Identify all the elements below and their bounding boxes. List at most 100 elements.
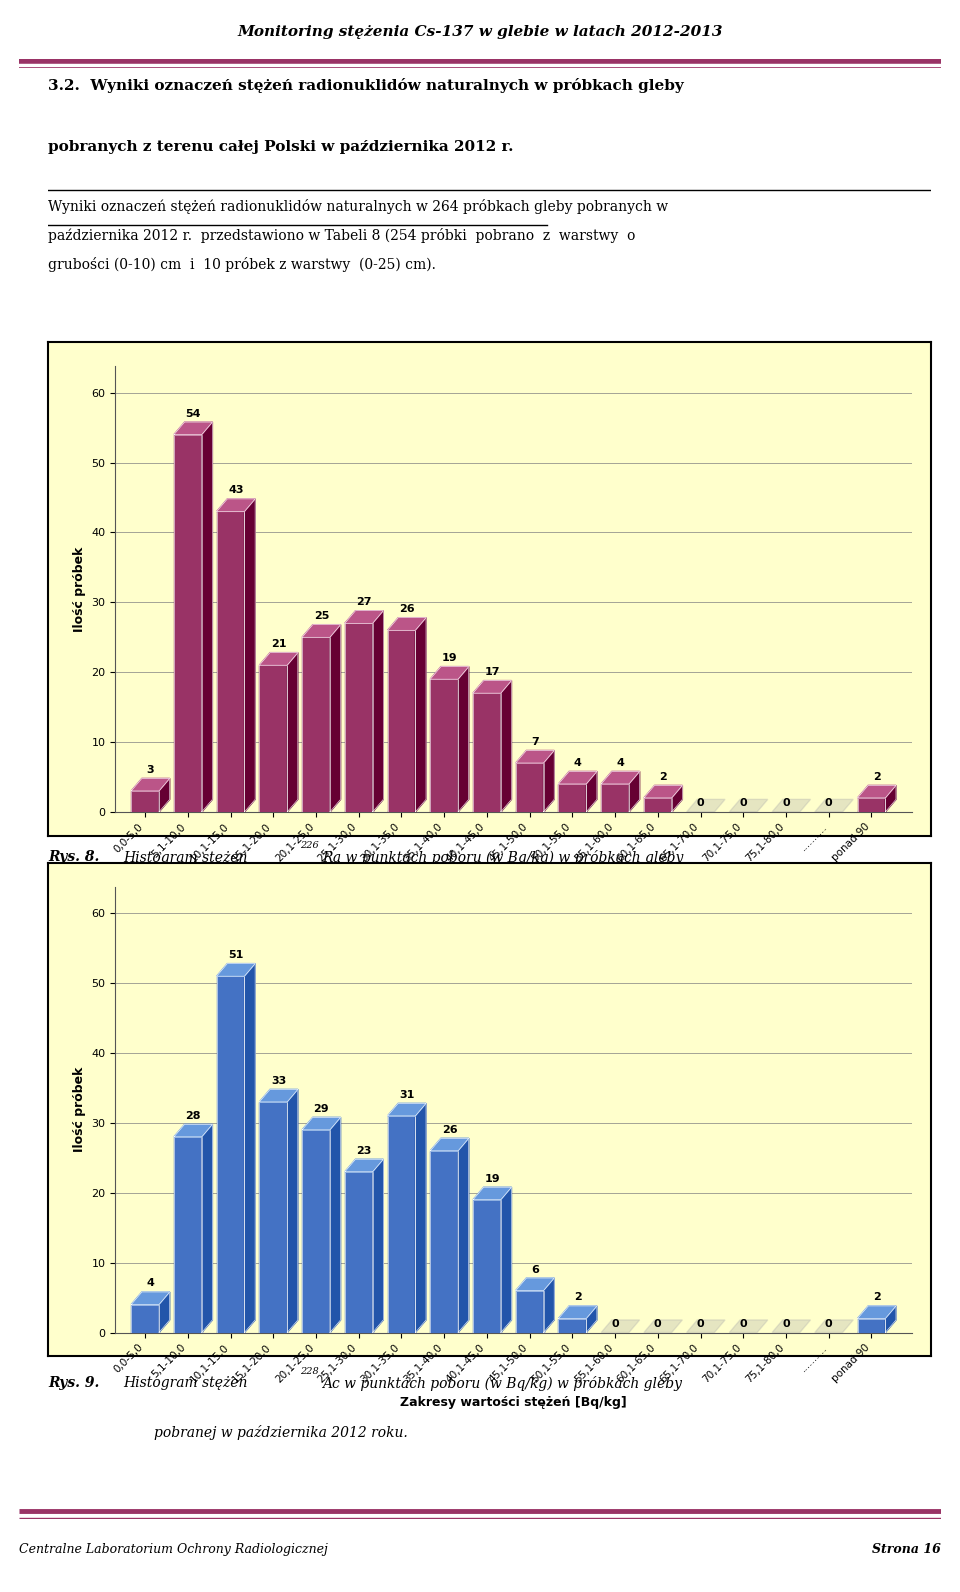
Polygon shape — [730, 799, 768, 812]
Text: Centralne Laboratorium Ochrony Radiologicznej: Centralne Laboratorium Ochrony Radiologi… — [19, 1543, 328, 1555]
Text: 4: 4 — [574, 758, 582, 767]
Text: 25: 25 — [314, 611, 329, 621]
Text: 0: 0 — [739, 799, 747, 809]
Polygon shape — [587, 772, 597, 812]
Polygon shape — [388, 630, 416, 812]
Polygon shape — [857, 798, 885, 812]
Polygon shape — [287, 1089, 298, 1333]
Polygon shape — [857, 799, 896, 812]
Text: 4: 4 — [147, 1278, 155, 1288]
Text: 3.2.  Wyniki oznaczeń stężeń radionuklidów naturalnych w próbkach gleby: 3.2. Wyniki oznaczeń stężeń radionuklidó… — [48, 78, 684, 92]
Polygon shape — [587, 1305, 597, 1333]
Text: 0: 0 — [739, 1320, 747, 1329]
Polygon shape — [345, 611, 383, 624]
Polygon shape — [388, 618, 426, 630]
Polygon shape — [473, 1188, 512, 1200]
Polygon shape — [174, 799, 212, 812]
Text: pobranej w października 2012 roku.: pobranej w października 2012 roku. — [154, 899, 408, 915]
Polygon shape — [559, 1305, 597, 1318]
Polygon shape — [857, 1305, 896, 1318]
Text: Ra w punktach poboru (w Bq/kg) w próbkach gleby: Ra w punktach poboru (w Bq/kg) w próbkac… — [322, 850, 684, 866]
Text: Wyniki oznaczeń stężeń radionuklidów naturalnych w 264 próbkach gleby pobranych : Wyniki oznaczeń stężeń radionuklidów nat… — [48, 199, 668, 272]
Polygon shape — [345, 1320, 383, 1333]
Polygon shape — [202, 1124, 212, 1333]
Polygon shape — [345, 799, 383, 812]
Polygon shape — [686, 799, 725, 812]
Polygon shape — [217, 963, 255, 976]
Polygon shape — [388, 1116, 416, 1333]
Text: pobranych z terenu całej Polski w października 2012 r.: pobranych z terenu całej Polski w paździ… — [48, 140, 514, 153]
Polygon shape — [644, 785, 683, 798]
Text: 27: 27 — [356, 597, 372, 607]
Polygon shape — [672, 785, 683, 812]
Y-axis label: Ilość próbek: Ilość próbek — [73, 1067, 85, 1153]
Polygon shape — [601, 799, 639, 812]
Text: 23: 23 — [356, 1146, 372, 1156]
Polygon shape — [302, 637, 330, 812]
Polygon shape — [516, 799, 554, 812]
Polygon shape — [388, 1103, 426, 1116]
Text: 2: 2 — [660, 772, 667, 782]
Polygon shape — [601, 783, 629, 812]
Polygon shape — [345, 1159, 383, 1172]
Polygon shape — [644, 798, 672, 812]
Polygon shape — [772, 1320, 810, 1333]
Text: Histogram stężeń: Histogram stężeń — [123, 1375, 252, 1390]
Polygon shape — [559, 1320, 597, 1333]
Text: 21: 21 — [271, 638, 286, 650]
Text: 0: 0 — [612, 1320, 619, 1329]
Polygon shape — [259, 653, 298, 665]
Polygon shape — [287, 653, 298, 812]
Text: 4: 4 — [616, 758, 624, 767]
Text: 2: 2 — [873, 772, 880, 782]
Text: Rys. 8.: Rys. 8. — [48, 850, 100, 864]
Text: 54: 54 — [185, 409, 201, 419]
Text: 226: 226 — [300, 841, 319, 850]
Polygon shape — [559, 799, 597, 812]
Text: 28: 28 — [185, 1111, 201, 1121]
Polygon shape — [430, 799, 468, 812]
Polygon shape — [430, 1320, 468, 1333]
Polygon shape — [345, 624, 372, 812]
Text: 0: 0 — [782, 799, 790, 809]
Polygon shape — [473, 693, 501, 812]
Polygon shape — [473, 680, 512, 693]
Polygon shape — [629, 772, 639, 812]
Polygon shape — [388, 1320, 426, 1333]
Text: 0: 0 — [697, 799, 705, 809]
Polygon shape — [473, 799, 512, 812]
Polygon shape — [430, 1138, 468, 1151]
Polygon shape — [815, 1320, 853, 1333]
Polygon shape — [217, 1320, 255, 1333]
Polygon shape — [217, 511, 245, 812]
Polygon shape — [416, 1103, 426, 1333]
Text: 2: 2 — [873, 1293, 880, 1302]
Polygon shape — [302, 1130, 330, 1333]
Text: 33: 33 — [271, 1076, 286, 1086]
Y-axis label: Ilość próbek: Ilość próbek — [73, 546, 85, 632]
Polygon shape — [245, 963, 255, 1333]
Text: 0: 0 — [825, 1320, 832, 1329]
Polygon shape — [217, 498, 255, 511]
Polygon shape — [885, 1305, 896, 1333]
Text: Monitoring stężenia Cs-137 w glebie w latach 2012-2013: Monitoring stężenia Cs-137 w glebie w la… — [237, 25, 723, 38]
Polygon shape — [430, 1151, 458, 1333]
Text: 43: 43 — [228, 486, 244, 495]
Polygon shape — [259, 1089, 298, 1102]
Polygon shape — [217, 799, 255, 812]
Polygon shape — [132, 799, 170, 812]
Text: 17: 17 — [485, 667, 500, 677]
Polygon shape — [516, 1278, 554, 1291]
X-axis label: Zakresy wartości stężeń [Bq/kg]: Zakresy wartości stężeń [Bq/kg] — [400, 1396, 627, 1409]
Polygon shape — [259, 665, 287, 812]
Polygon shape — [501, 680, 512, 812]
Polygon shape — [430, 680, 458, 812]
Polygon shape — [559, 783, 587, 812]
Polygon shape — [772, 799, 810, 812]
Polygon shape — [473, 1200, 501, 1333]
Polygon shape — [815, 799, 853, 812]
Text: 7: 7 — [531, 737, 539, 747]
Polygon shape — [857, 785, 896, 798]
Text: 0: 0 — [782, 1320, 790, 1329]
Text: 26: 26 — [442, 1126, 457, 1135]
